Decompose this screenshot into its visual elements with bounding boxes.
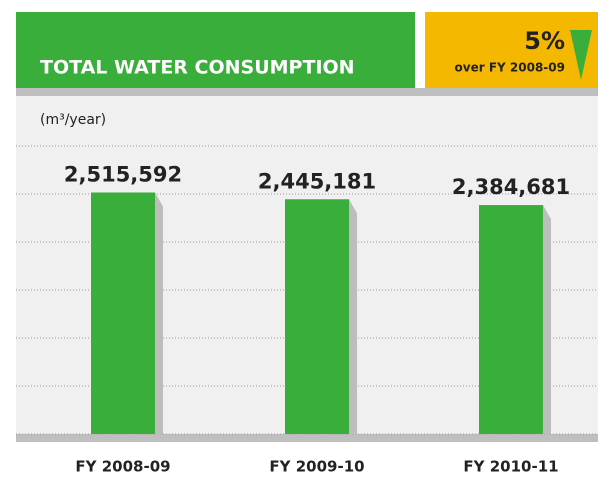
bar: [479, 205, 543, 434]
bar-shadow: [155, 192, 163, 434]
change-box: [425, 12, 598, 88]
value-label: 2,515,592: [64, 163, 182, 187]
change-value: 5%: [524, 27, 565, 55]
down-arrow: [570, 30, 592, 80]
bar: [285, 199, 349, 434]
x-tick-label: FY 2010-11: [463, 458, 558, 476]
header-rule: [16, 88, 598, 96]
change-note: over FY 2008-09: [455, 61, 565, 75]
chart-title: TOTAL WATER CONSUMPTION: [40, 57, 355, 79]
x-tick-label: FY 2009-10: [269, 458, 364, 476]
value-label: 2,445,181: [258, 169, 376, 193]
baseline: [16, 434, 598, 442]
bars: [91, 192, 551, 434]
title-box: [16, 12, 415, 88]
bar-shadow: [543, 205, 551, 434]
value-label: 2,384,681: [452, 175, 570, 199]
bar: [91, 192, 155, 434]
bar-shadow: [349, 199, 357, 434]
x-tick-label: FY 2008-09: [75, 458, 170, 476]
y-axis-label: (m³/year): [40, 112, 106, 128]
